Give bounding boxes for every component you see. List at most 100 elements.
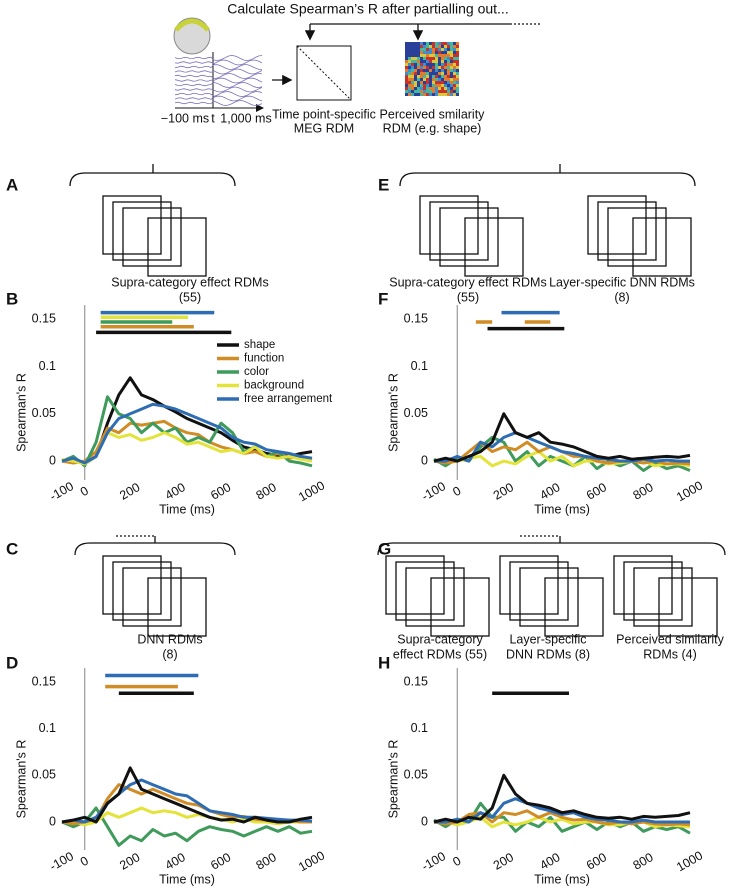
heat-cell <box>420 93 423 96</box>
heat-cell <box>426 66 429 69</box>
heat-cell <box>444 78 447 81</box>
meg-trace <box>174 77 263 84</box>
heat-cell <box>432 42 435 45</box>
heat-cell <box>453 75 456 78</box>
meg-trace <box>174 55 263 61</box>
heat-cell <box>447 60 450 63</box>
heat-cell <box>456 60 459 63</box>
caption: Supra-category effect RDMs <box>389 275 546 289</box>
heat-cell <box>423 87 426 90</box>
heat-cell <box>444 60 447 63</box>
heat-cell <box>405 87 408 90</box>
bracket <box>377 536 726 556</box>
heat-cell <box>429 81 432 84</box>
heat-cell <box>420 48 423 51</box>
heat-cell <box>429 60 432 63</box>
heat-cell <box>426 93 429 96</box>
heat-cell <box>411 54 414 57</box>
panel-letter: E <box>378 175 389 194</box>
heat-cell <box>426 90 429 93</box>
heat-cell <box>408 54 411 57</box>
caption: (55) <box>179 290 201 304</box>
heat-cell <box>453 54 456 57</box>
panel-letter: D <box>6 653 18 672</box>
heat-cell <box>408 45 411 48</box>
heat-cell <box>444 72 447 75</box>
x-tick-label: 200 <box>491 850 516 873</box>
heat-cell <box>444 66 447 69</box>
heat-cell <box>450 90 453 93</box>
heat-cell <box>420 90 423 93</box>
heat-cell <box>438 93 441 96</box>
heat-cell <box>432 45 435 48</box>
y-tick-label: 0.05 <box>32 768 56 782</box>
heat-cell <box>447 51 450 54</box>
heat-cell <box>408 93 411 96</box>
heat-cell <box>423 54 426 57</box>
heat-cell <box>435 81 438 84</box>
heat-cell <box>432 66 435 69</box>
y-tick-label: 0.15 <box>404 311 428 325</box>
heat-cell <box>408 90 411 93</box>
rdm-stack <box>587 195 692 277</box>
heat-cell <box>429 84 432 87</box>
heat-cell <box>429 48 432 51</box>
heat-cell <box>453 78 456 81</box>
heat-cell <box>408 66 411 69</box>
heat-cell <box>450 60 453 63</box>
heat-cell <box>444 45 447 48</box>
heat-cell <box>426 45 429 48</box>
heat-cell <box>444 93 447 96</box>
heat-cell <box>450 75 453 78</box>
heat-cell <box>432 63 435 66</box>
heat-cell <box>408 75 411 78</box>
heat-cell <box>444 87 447 90</box>
y-axis-label: Spearman's R <box>14 373 28 452</box>
heat-cell <box>423 63 426 66</box>
heat-cell <box>453 66 456 69</box>
heat-cell <box>417 48 420 51</box>
heat-cell <box>450 84 453 87</box>
y-tick-label: 0 <box>49 453 56 467</box>
x-tick-label: -100 <box>47 479 76 504</box>
y-tick-label: 0.05 <box>404 406 428 420</box>
heat-cell <box>447 81 450 84</box>
heat-cell <box>408 42 411 45</box>
heat-cell <box>423 57 426 60</box>
meg-trace <box>174 73 263 79</box>
panel-letter: F <box>378 289 388 308</box>
heat-cell <box>420 72 423 75</box>
heat-cell <box>453 63 456 66</box>
heat-cell <box>426 69 429 72</box>
heat-cell <box>453 72 456 75</box>
heat-cell <box>408 72 411 75</box>
heat-cell <box>405 84 408 87</box>
heat-cell <box>453 84 456 87</box>
heat-cell <box>438 78 441 81</box>
y-tick-label: 0.1 <box>39 359 56 373</box>
heat-cell <box>429 72 432 75</box>
heat-cell <box>420 78 423 81</box>
heat-cell <box>426 81 429 84</box>
y-tick-label: 0.15 <box>404 674 428 688</box>
x-tick-label: 200 <box>491 480 516 503</box>
heat-cell <box>426 54 429 57</box>
heat-cell <box>438 42 441 45</box>
heat-cell <box>453 42 456 45</box>
y-axis-label: Spearman's R <box>386 740 400 819</box>
heat-cell <box>411 84 414 87</box>
x-tick-label: 400 <box>163 850 188 873</box>
heat-cell <box>432 87 435 90</box>
y-axis-label: Spearman's R <box>386 373 400 452</box>
heat-cell <box>441 75 444 78</box>
heat-cell <box>456 87 459 90</box>
heat-cell <box>444 57 447 60</box>
heat-cell <box>450 81 453 84</box>
caption: DNN RDMs (8) <box>506 647 590 661</box>
heat-cell <box>405 45 408 48</box>
heat-cell <box>447 72 450 75</box>
heat-cell <box>438 45 441 48</box>
heat-cell <box>438 81 441 84</box>
heat-cell <box>423 60 426 63</box>
heat-cell <box>423 81 426 84</box>
